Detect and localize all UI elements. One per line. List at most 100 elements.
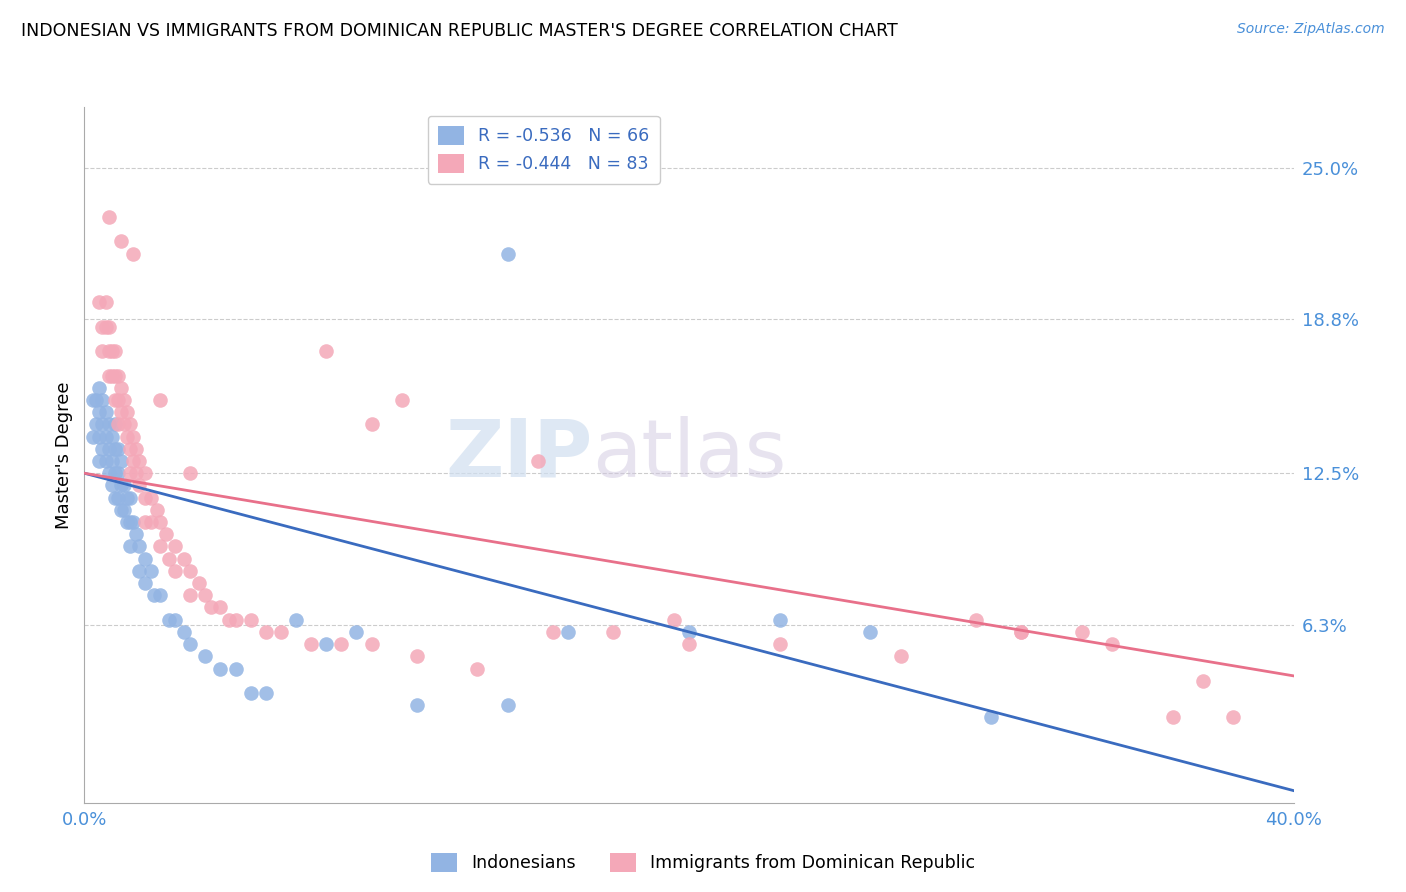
Point (225, 613, 247, 627)
Text: INDONESIAN VS IMMIGRANTS FROM DOMINICAN REPUBLIC MASTER'S DEGREE CORRELATION CHA: INDONESIAN VS IMMIGRANTS FROM DOMINICAN … (21, 22, 898, 40)
Point (115, 429, 138, 443)
Point (315, 344, 337, 359)
Point (134, 491, 156, 505)
Point (360, 637, 382, 651)
Point (118, 417, 141, 432)
Point (94, 405, 117, 419)
Point (112, 503, 135, 517)
Point (769, 613, 792, 627)
Point (406, 649, 429, 664)
Point (110, 454, 132, 468)
Point (157, 551, 180, 566)
Point (980, 710, 1002, 724)
Point (163, 613, 186, 627)
Point (467, 661, 489, 675)
Point (118, 540, 141, 554)
Point (179, 564, 201, 578)
Point (86, 417, 108, 432)
Point (91, 344, 114, 359)
Point (104, 417, 127, 432)
Point (107, 491, 129, 505)
Point (209, 600, 232, 615)
Point (110, 503, 132, 517)
Point (179, 588, 201, 602)
Point (179, 467, 201, 481)
Point (118, 515, 141, 529)
Point (97, 319, 120, 334)
Point (100, 454, 122, 468)
Point (125, 467, 148, 481)
Point (104, 491, 127, 505)
Point (678, 624, 700, 639)
Point (91, 442, 114, 456)
Point (149, 515, 172, 529)
Point (112, 392, 135, 407)
Point (118, 442, 141, 456)
Point (107, 442, 129, 456)
Point (128, 540, 150, 554)
Point (557, 624, 579, 639)
Point (678, 637, 700, 651)
Point (97, 417, 120, 432)
Point (121, 429, 143, 443)
Point (97, 467, 120, 481)
Point (1222, 710, 1244, 724)
Point (239, 613, 262, 627)
Point (91, 417, 114, 432)
Point (209, 661, 232, 675)
Legend: R = -0.536   N = 66, R = -0.444   N = 83: R = -0.536 N = 66, R = -0.444 N = 83 (427, 116, 659, 184)
Legend: Indonesians, Immigrants from Dominican Republic: Indonesians, Immigrants from Dominican R… (423, 846, 983, 879)
Point (128, 478, 150, 492)
Point (859, 624, 882, 639)
Point (94, 295, 117, 310)
Point (406, 698, 429, 713)
Point (1191, 673, 1213, 688)
Point (104, 467, 127, 481)
Point (662, 613, 685, 627)
Point (173, 624, 195, 639)
Point (89, 381, 111, 395)
Point (118, 467, 141, 481)
Point (142, 588, 165, 602)
Point (128, 564, 150, 578)
Point (134, 576, 156, 591)
Point (107, 417, 129, 432)
Point (97, 368, 120, 383)
Point (125, 527, 148, 541)
Point (100, 478, 122, 492)
Point (1161, 710, 1184, 724)
Point (97, 210, 120, 224)
Point (107, 392, 129, 407)
Point (97, 344, 120, 359)
Point (299, 637, 322, 651)
Point (100, 368, 122, 383)
Point (139, 515, 162, 529)
Point (100, 344, 122, 359)
Point (254, 624, 277, 639)
Point (541, 624, 564, 639)
Point (254, 686, 277, 700)
Point (1101, 637, 1123, 651)
Point (315, 637, 337, 651)
Point (1010, 624, 1032, 639)
Point (139, 491, 162, 505)
Text: atlas: atlas (592, 416, 786, 494)
Point (173, 551, 195, 566)
Text: Source: ZipAtlas.com: Source: ZipAtlas.com (1237, 22, 1385, 37)
Point (890, 649, 912, 664)
Point (82, 429, 104, 443)
Point (139, 564, 162, 578)
Point (110, 478, 132, 492)
Point (194, 588, 217, 602)
Point (163, 540, 186, 554)
Point (346, 624, 368, 639)
Point (91, 319, 114, 334)
Point (526, 454, 548, 468)
Point (112, 478, 135, 492)
Point (218, 613, 240, 627)
Point (194, 649, 217, 664)
Point (97, 442, 120, 456)
Point (89, 405, 111, 419)
Point (104, 368, 127, 383)
Point (89, 295, 111, 310)
